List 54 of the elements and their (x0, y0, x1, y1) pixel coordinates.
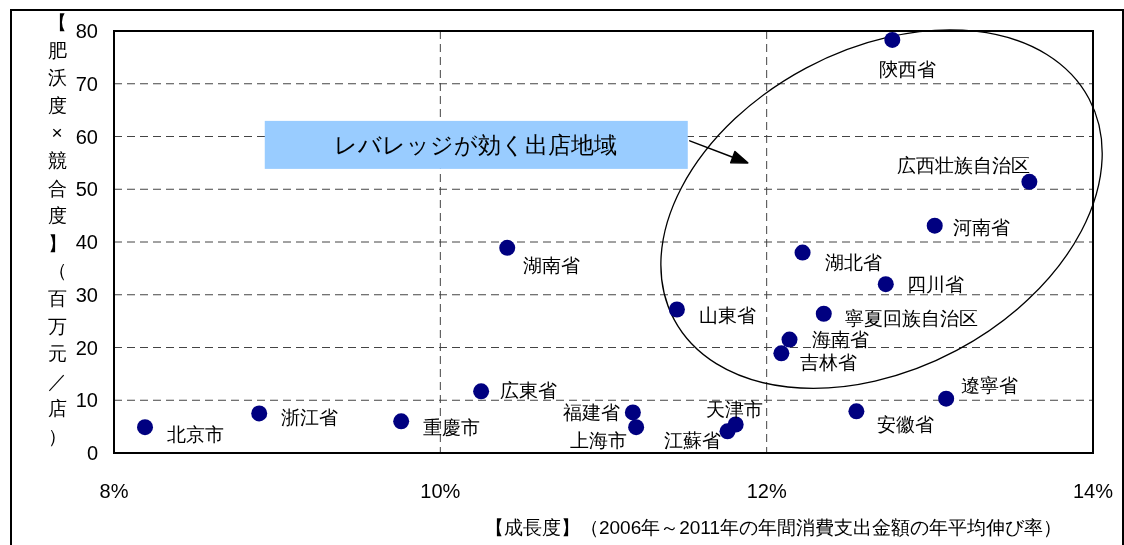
annotation: 遼寧省 (961, 374, 1019, 396)
point (938, 390, 955, 407)
annotation: 湖南省 (523, 254, 581, 276)
point (251, 405, 268, 422)
x-tick-label: 12% (746, 480, 787, 502)
annotation: 安徽省 (877, 414, 935, 436)
annotation: 四川省 (906, 274, 964, 296)
point (848, 403, 865, 420)
point (884, 31, 901, 48)
y-tick-label: 0 (86, 442, 98, 464)
annotation: 広西壮族自治区 (897, 154, 1031, 176)
x-axis-title: 【成長度】（2006年～2011年の年間消費支出金額の年平均伸び率） (484, 517, 1063, 538)
y-tick-label: 40 (75, 231, 98, 253)
point (877, 276, 894, 293)
annotation: 吉林省 (800, 352, 858, 374)
point (773, 345, 790, 362)
annotation: 上海市 (570, 430, 628, 452)
y-tick-label: 50 (75, 178, 98, 201)
x-tick-label: 14% (1072, 480, 1114, 502)
annotation: 寧夏回族自治区 (844, 307, 978, 329)
annotation: 北京市 (167, 424, 224, 446)
point (628, 419, 645, 436)
annotation: 海南省 (811, 328, 869, 350)
point (781, 331, 798, 348)
point (137, 419, 153, 436)
x-tick-label: 10% (420, 480, 461, 502)
annotation: 陝西省 (878, 58, 936, 80)
point (794, 244, 811, 261)
y-tick-label: 80 (75, 20, 98, 42)
x-tick-label: 8% (99, 480, 129, 502)
point (393, 413, 410, 430)
y-tick-label: 30 (75, 283, 98, 306)
y-tick-label: 60 (75, 125, 98, 148)
point (815, 305, 832, 322)
y-tick-label: 70 (75, 72, 98, 95)
point (473, 383, 490, 400)
annotation: 河南省 (952, 216, 1010, 238)
point (624, 404, 641, 421)
annotation: 福建省 (562, 402, 620, 424)
annotation: 湖北省 (824, 251, 882, 273)
annotation: 江蘇省 (663, 430, 721, 452)
point (499, 239, 516, 256)
annotation: 浙江省 (281, 407, 339, 429)
y-tick-label: 20 (75, 336, 98, 359)
annotation: 山東省 (698, 304, 756, 326)
y-tick-label: 10 (75, 389, 98, 412)
y-axis-title: 【肥沃度×競合度】（百万元／店） (47, 12, 67, 447)
point (926, 217, 943, 234)
annotation: 天津市 (705, 398, 763, 420)
annotation: レバレッジが効く出店地域 (334, 131, 618, 158)
point (1021, 173, 1038, 190)
point (668, 301, 685, 318)
annotation: 重慶市 (423, 417, 481, 439)
annotation: 広東省 (500, 380, 558, 402)
